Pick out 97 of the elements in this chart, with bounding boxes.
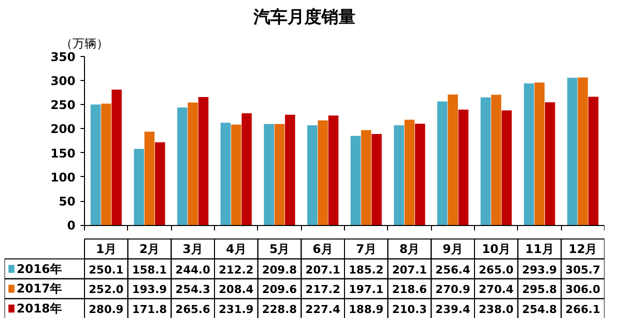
data-label: 185.2 bbox=[348, 263, 384, 276]
bar bbox=[458, 110, 468, 226]
data-label: 254.3 bbox=[175, 283, 210, 296]
data-label: 239.4 bbox=[435, 303, 471, 316]
y-tick-label: 250 bbox=[50, 98, 76, 112]
data-label: 197.1 bbox=[348, 283, 384, 296]
bar bbox=[318, 120, 328, 226]
data-label: 210.3 bbox=[392, 303, 427, 316]
y-tick-label: 100 bbox=[50, 170, 76, 184]
data-label: 188.9 bbox=[348, 303, 384, 316]
x-tick-label: 1月 bbox=[96, 242, 116, 256]
data-label: 238.0 bbox=[478, 303, 514, 316]
bar bbox=[264, 124, 274, 226]
data-label: 193.9 bbox=[132, 283, 167, 296]
data-label: 306.0 bbox=[565, 283, 601, 296]
chart-title: 汽车月度销量 bbox=[252, 8, 356, 28]
bar bbox=[112, 90, 122, 226]
bar bbox=[491, 94, 502, 226]
data-label: 256.4 bbox=[435, 263, 471, 276]
bar bbox=[567, 78, 578, 226]
x-tick-label: 9月 bbox=[442, 242, 464, 256]
y-axis-title: （万辆） bbox=[60, 36, 108, 50]
bar bbox=[90, 104, 101, 226]
bar bbox=[134, 148, 144, 226]
data-label: 231.9 bbox=[218, 303, 254, 316]
x-tick-label: 6月 bbox=[312, 242, 334, 256]
data-label: 293.9 bbox=[522, 263, 557, 276]
data-label: 265.6 bbox=[175, 303, 211, 316]
y-tick-label: 200 bbox=[50, 122, 76, 136]
bar bbox=[328, 115, 338, 226]
legend-label: 2018年 bbox=[16, 302, 62, 316]
bar bbox=[307, 125, 318, 226]
data-label: 209.8 bbox=[262, 263, 297, 276]
data-label: 207.1 bbox=[392, 263, 427, 276]
bar bbox=[144, 132, 155, 226]
legend-label: 2016年 bbox=[16, 262, 62, 276]
bar bbox=[437, 101, 448, 226]
data-label: 227.4 bbox=[305, 303, 341, 316]
bar bbox=[394, 125, 404, 226]
y-tick-label: 300 bbox=[50, 74, 76, 88]
x-tick-label: 5月 bbox=[269, 242, 290, 256]
bar bbox=[502, 110, 512, 226]
data-label: 295.8 bbox=[522, 283, 557, 296]
bar bbox=[480, 97, 491, 226]
data-label: 305.7 bbox=[565, 263, 600, 276]
data-label: 171.8 bbox=[132, 303, 167, 316]
data-label: 217.2 bbox=[305, 283, 340, 296]
x-tick-label: 10月 bbox=[482, 242, 511, 256]
bar bbox=[404, 120, 415, 226]
data-label: 208.4 bbox=[218, 283, 254, 296]
data-label: 212.2 bbox=[218, 263, 254, 276]
x-tick-label: 7月 bbox=[356, 242, 376, 256]
y-tick-label: 50 bbox=[58, 194, 76, 209]
bar bbox=[524, 83, 534, 226]
data-label: 218.6 bbox=[392, 283, 428, 296]
bar bbox=[350, 136, 361, 226]
bar bbox=[242, 113, 252, 226]
bar bbox=[284, 114, 296, 226]
data-label: 228.8 bbox=[262, 303, 297, 316]
x-tick-label: 8月 bbox=[399, 242, 420, 256]
x-tick-label: 11月 bbox=[525, 242, 554, 256]
data-label: 270.4 bbox=[478, 283, 514, 296]
bar bbox=[220, 122, 231, 226]
x-tick-label: 3月 bbox=[182, 242, 204, 256]
bar bbox=[414, 124, 426, 226]
bar bbox=[588, 96, 598, 226]
data-label: 265.0 bbox=[478, 263, 514, 276]
data-label: 244.0 bbox=[175, 263, 211, 276]
bar bbox=[372, 134, 382, 226]
data-label: 270.9 bbox=[435, 283, 470, 296]
bar bbox=[188, 102, 198, 226]
data-label: 280.9 bbox=[88, 303, 124, 316]
bar bbox=[534, 82, 545, 226]
bar bbox=[274, 124, 285, 226]
data-label: 252.0 bbox=[88, 283, 124, 296]
y-tick-label: 0 bbox=[67, 218, 76, 233]
bar bbox=[578, 78, 588, 226]
bar bbox=[101, 104, 112, 226]
bar bbox=[448, 94, 458, 226]
data-label: 207.1 bbox=[305, 263, 340, 276]
bar bbox=[361, 130, 372, 226]
bar bbox=[177, 107, 188, 226]
data-label: 209.6 bbox=[262, 283, 298, 296]
data-label: 254.8 bbox=[522, 303, 557, 316]
bar bbox=[231, 124, 242, 226]
y-tick-label: 150 bbox=[50, 146, 76, 160]
x-tick-label: 2月 bbox=[139, 242, 160, 256]
x-tick-label: 12月 bbox=[568, 242, 598, 256]
legend-label: 2017年 bbox=[16, 282, 62, 296]
x-tick-label: 4月 bbox=[226, 242, 246, 256]
y-tick-label: 350 bbox=[50, 50, 76, 64]
bar bbox=[544, 102, 556, 226]
bar bbox=[154, 142, 166, 226]
data-label: 250.1 bbox=[88, 263, 124, 276]
bar bbox=[198, 97, 208, 226]
data-label: 158.1 bbox=[132, 263, 167, 276]
data-label: 266.1 bbox=[565, 303, 600, 316]
